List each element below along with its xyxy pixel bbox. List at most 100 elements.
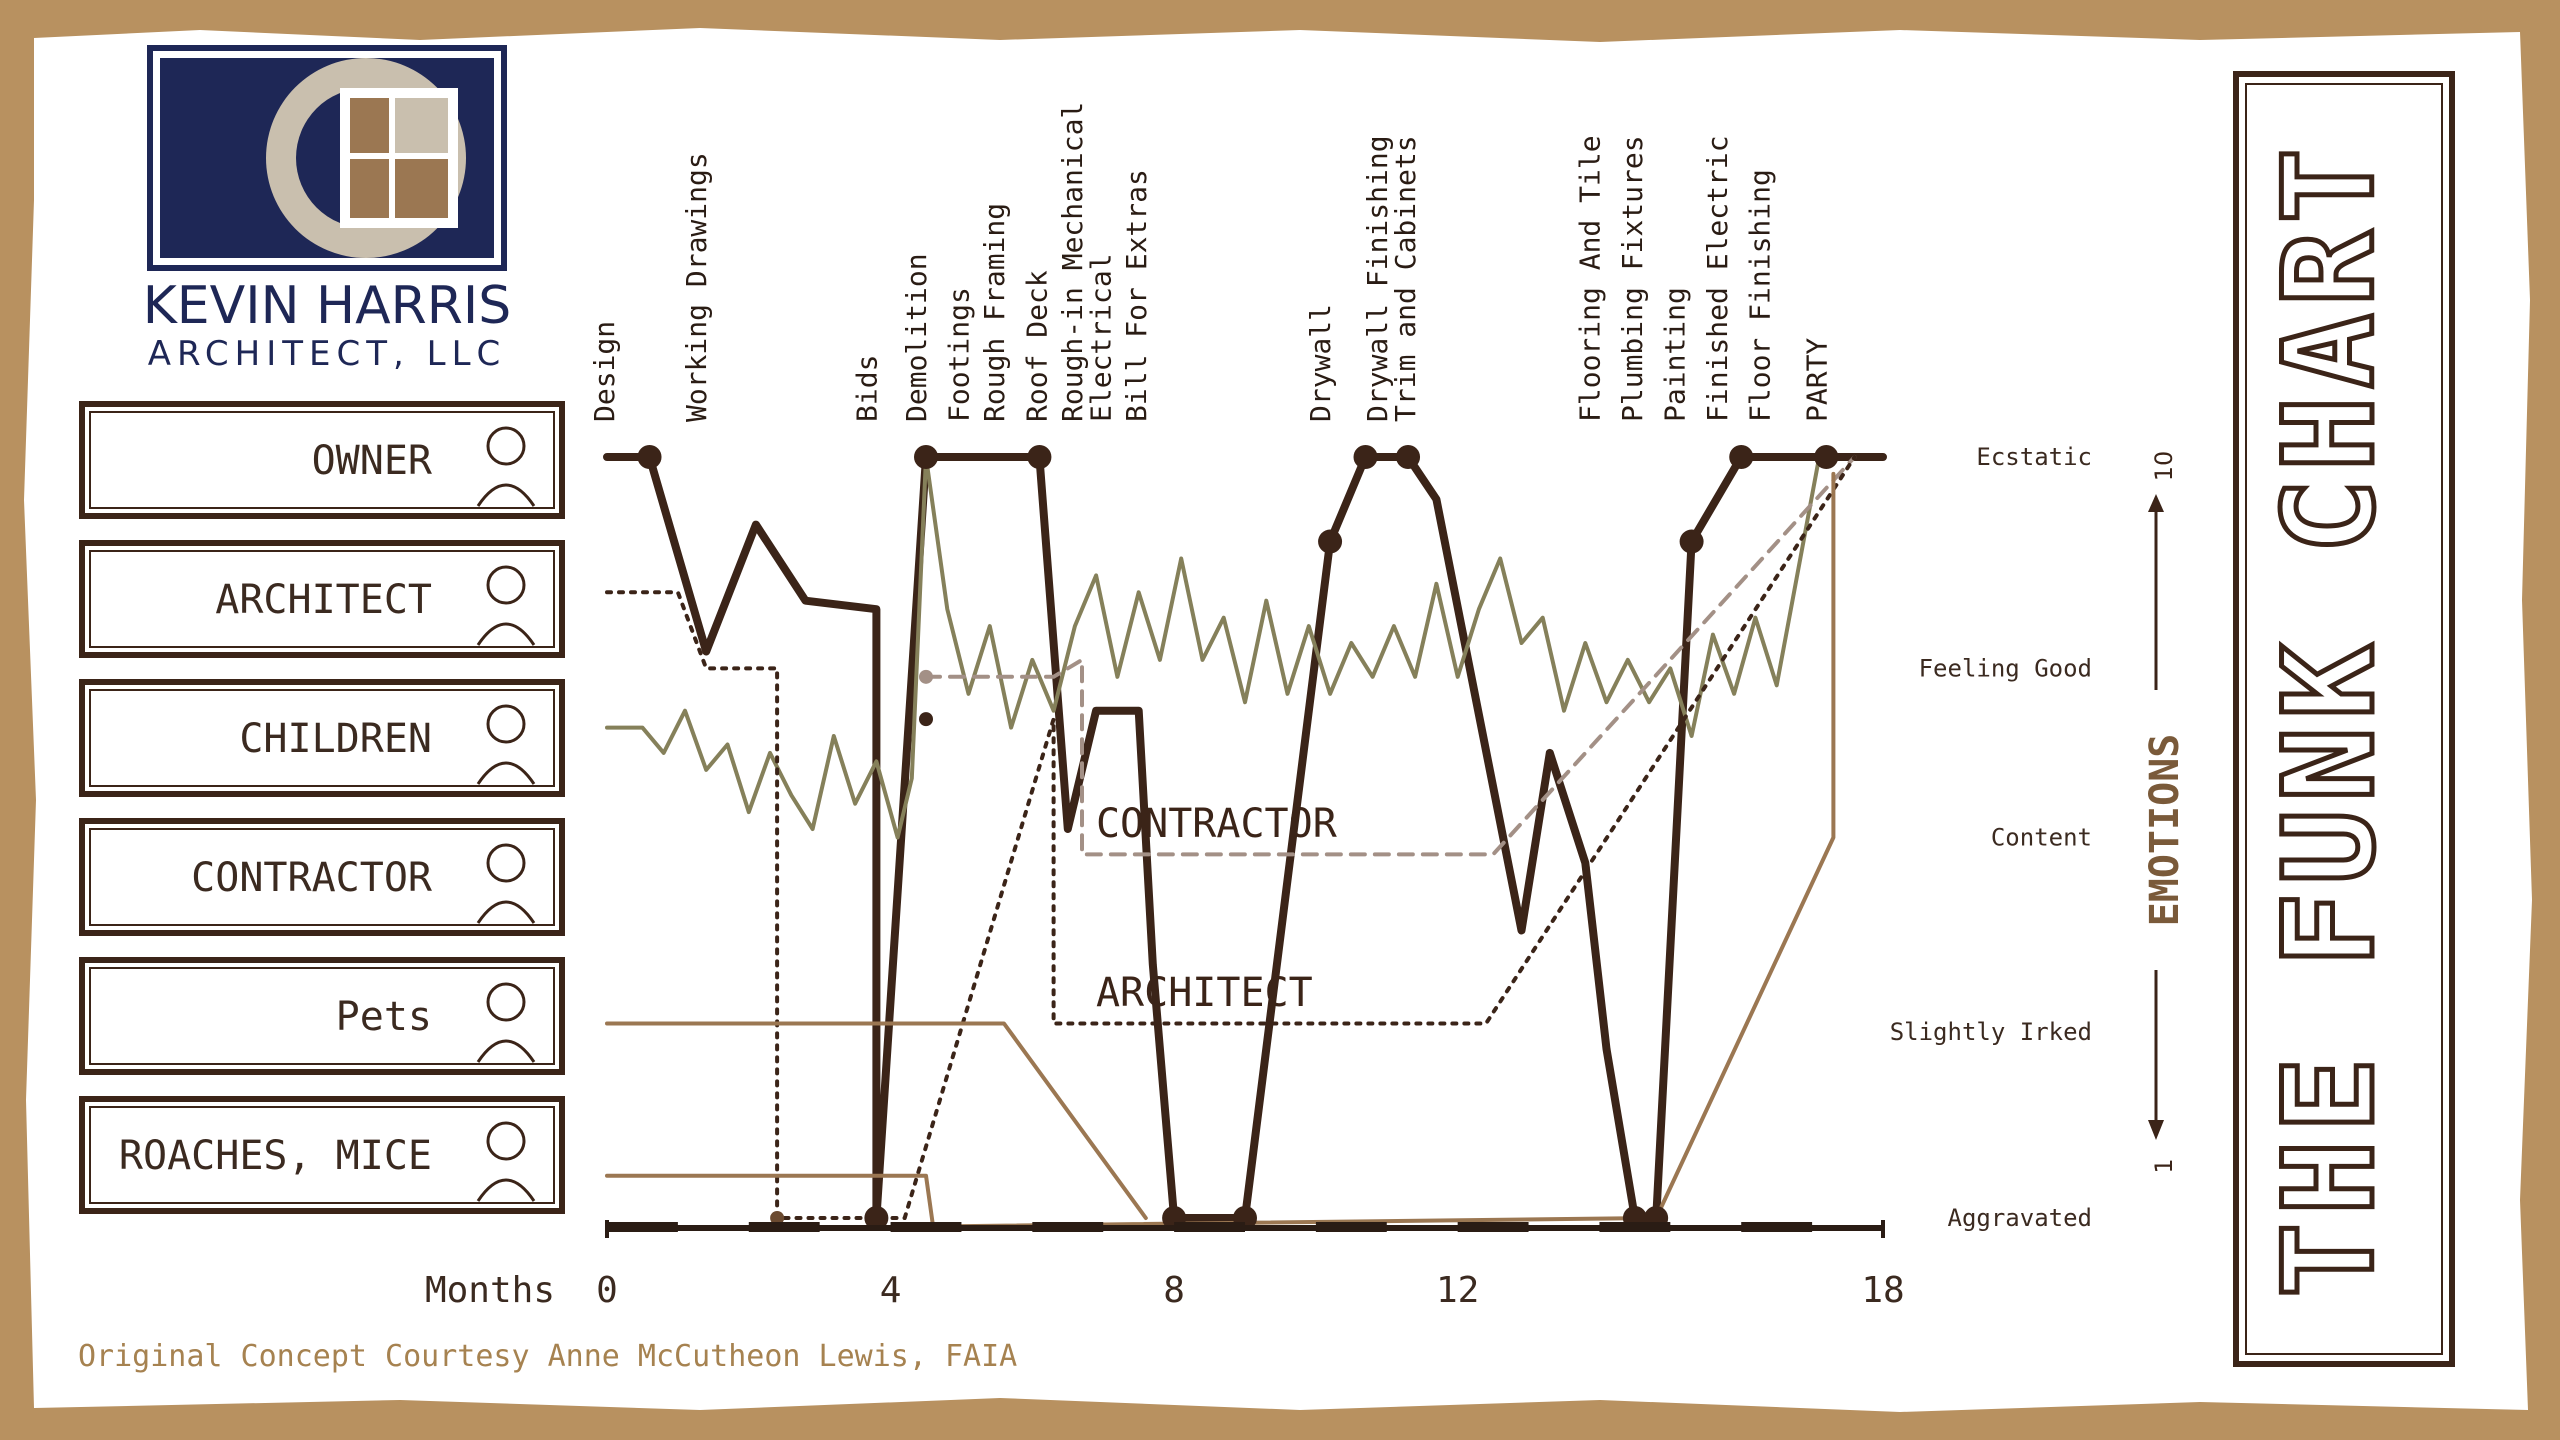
scale-segment	[1599, 1222, 1671, 1232]
arrow-up-icon	[2148, 494, 2164, 512]
row-label-roaches-mice: ROACHES, MICE	[119, 1133, 432, 1179]
marker-owner	[914, 445, 938, 469]
mouse-icon	[476, 1121, 536, 1202]
row-label-architect: ARCHITECT	[215, 577, 432, 623]
x-tick-0: 0	[596, 1270, 618, 1311]
milestone-rough-framing: Rough Framing	[978, 203, 1011, 422]
marker-architect	[919, 712, 933, 727]
row-box-contractor: CONTRACTOR	[79, 818, 565, 936]
milestone-rough-in-mechanical: Rough-in Mechanical	[1056, 102, 1089, 422]
series-line-children	[605, 455, 1822, 840]
milestone-roof-deck: Roof Deck	[1021, 270, 1054, 422]
series-line-contractor	[924, 455, 1857, 857]
pets-icon	[476, 982, 536, 1063]
brand-name: KEVIN HARRIS	[143, 276, 512, 336]
marker-owner	[1679, 529, 1704, 554]
scale-segment	[890, 1222, 962, 1232]
emotion-levels: Ecstatic Feeling Good Content Slightly Irke…	[1890, 443, 2092, 1232]
row-box-frame	[79, 540, 565, 658]
row-label-children: CHILDREN	[239, 716, 432, 762]
milestone-drywall-finishing: Drywall Finishing	[1361, 135, 1394, 422]
x-tick-8: 8	[1163, 1270, 1185, 1311]
milestone-electrical: Electrical	[1084, 253, 1117, 422]
row-box-inner-frame	[89, 550, 555, 648]
emotion-level-slightly-irked: Slightly Irked	[1890, 1018, 2092, 1046]
emotion-level-feeling-good: Feeling Good	[1919, 654, 2092, 682]
row-label-list: OWNER ARCHITECT CHILDREN CONTRACTOR Pets ROAC…	[79, 401, 565, 1214]
emotions-axis-high-label: 10	[2150, 451, 2178, 482]
series-line-pets	[605, 1021, 1148, 1220]
scale-segment	[1174, 1222, 1245, 1232]
arrow-down-icon	[2148, 1120, 2164, 1140]
marker-owner	[1396, 445, 1421, 469]
series-line-roaches-mice	[605, 471, 1836, 1229]
emotions-axis-low-label: 1	[2150, 1158, 2178, 1173]
row-box-frame	[79, 818, 565, 936]
row-box-frame	[79, 679, 565, 797]
company-logo	[147, 45, 507, 271]
annotation-architect: ARCHITECT	[1096, 970, 1313, 1016]
marker-owner	[1814, 445, 1839, 469]
marker-contractor	[919, 669, 933, 684]
scale-segment	[1457, 1222, 1529, 1232]
milestone-flooring-and-tile: Flooring And Tile	[1573, 135, 1606, 422]
milestone-drywall: Drywall	[1304, 304, 1337, 422]
row-box-children: CHILDREN	[79, 679, 565, 797]
row-box-inner-frame	[89, 689, 555, 787]
row-label-owner: OWNER	[312, 438, 433, 484]
marker-architect	[770, 1211, 785, 1225]
milestone-plumbing-fixtures: Plumbing Fixtures	[1616, 135, 1649, 422]
chart-title: THE FUNK CHART	[2258, 140, 2402, 1297]
annotation-contractor: CONTRACTOR	[1096, 801, 1338, 847]
series-layer	[603, 453, 1887, 1229]
x-axis: Months 0 4 8 12 18	[425, 1220, 1905, 1311]
emotion-level-aggravated: Aggravated	[1948, 1204, 2093, 1232]
row-box-inner-frame	[89, 967, 555, 1065]
child-icon	[476, 704, 536, 785]
milestone-working-drawings: Working Drawings	[680, 152, 713, 422]
milestone-demolition: Demolition	[900, 253, 933, 422]
row-box-architect: ARCHITECT	[79, 540, 565, 658]
milestone-design: Design	[588, 321, 621, 422]
marker-owner	[1353, 445, 1378, 469]
marker-owner	[1729, 445, 1754, 469]
row-box-frame	[79, 1096, 565, 1214]
milestone-labels: Design Working Drawings Bids Demolition Foot…	[588, 102, 1833, 422]
title-panel: THE FUNK CHART	[2233, 71, 2455, 1367]
emotion-level-content: Content	[1991, 824, 2092, 852]
marker-owner	[1027, 445, 1052, 469]
row-box-inner-frame	[89, 411, 555, 509]
milestone-finished-electric: Finished Electric	[1701, 135, 1734, 422]
milestone-footings: Footings	[943, 287, 976, 422]
man-icon	[476, 426, 536, 507]
milestone-bids: Bids	[850, 355, 883, 422]
milestone-floor-finishing: Floor Finishing	[1744, 169, 1777, 422]
scale-segment	[748, 1222, 820, 1232]
emotion-level-ecstatic: Ecstatic	[1976, 443, 2092, 471]
x-axis-title: Months	[425, 1270, 555, 1311]
series-line-owner	[603, 453, 1887, 1222]
brand-subtitle: ARCHITECT, LLC	[148, 334, 507, 374]
row-box-owner: OWNER	[79, 401, 565, 519]
emotions-axis-title: EMOTIONS	[2142, 734, 2188, 927]
annotation-layer: CONTRACTOR ARCHITECT	[1096, 801, 1338, 1016]
scale-segment	[1032, 1222, 1104, 1232]
row-label-pets: Pets	[336, 994, 432, 1040]
x-tick-18: 18	[1861, 1270, 1904, 1311]
worker-icon	[476, 843, 536, 924]
x-tick-4: 4	[880, 1270, 902, 1311]
credit-line: Original Concept Courtesy Anne McCutheon…	[78, 1339, 1017, 1374]
marker-owner	[864, 1206, 889, 1230]
row-box-frame	[79, 957, 565, 1075]
glasses-man-icon	[476, 565, 536, 646]
marker-owner	[637, 445, 662, 469]
milestone-bill-for-extras: Bill For Extras	[1120, 169, 1153, 422]
scale-segment	[1741, 1222, 1813, 1232]
row-box-roaches-mice: ROACHES, MICE	[79, 1096, 565, 1214]
milestone-party: PARTY	[1800, 338, 1833, 422]
series-line-architect	[605, 455, 1857, 1220]
emotions-axis: EMOTIONS 10 1	[2142, 451, 2188, 1174]
row-box-inner-frame	[89, 1106, 555, 1204]
scale-segment	[607, 1222, 678, 1232]
